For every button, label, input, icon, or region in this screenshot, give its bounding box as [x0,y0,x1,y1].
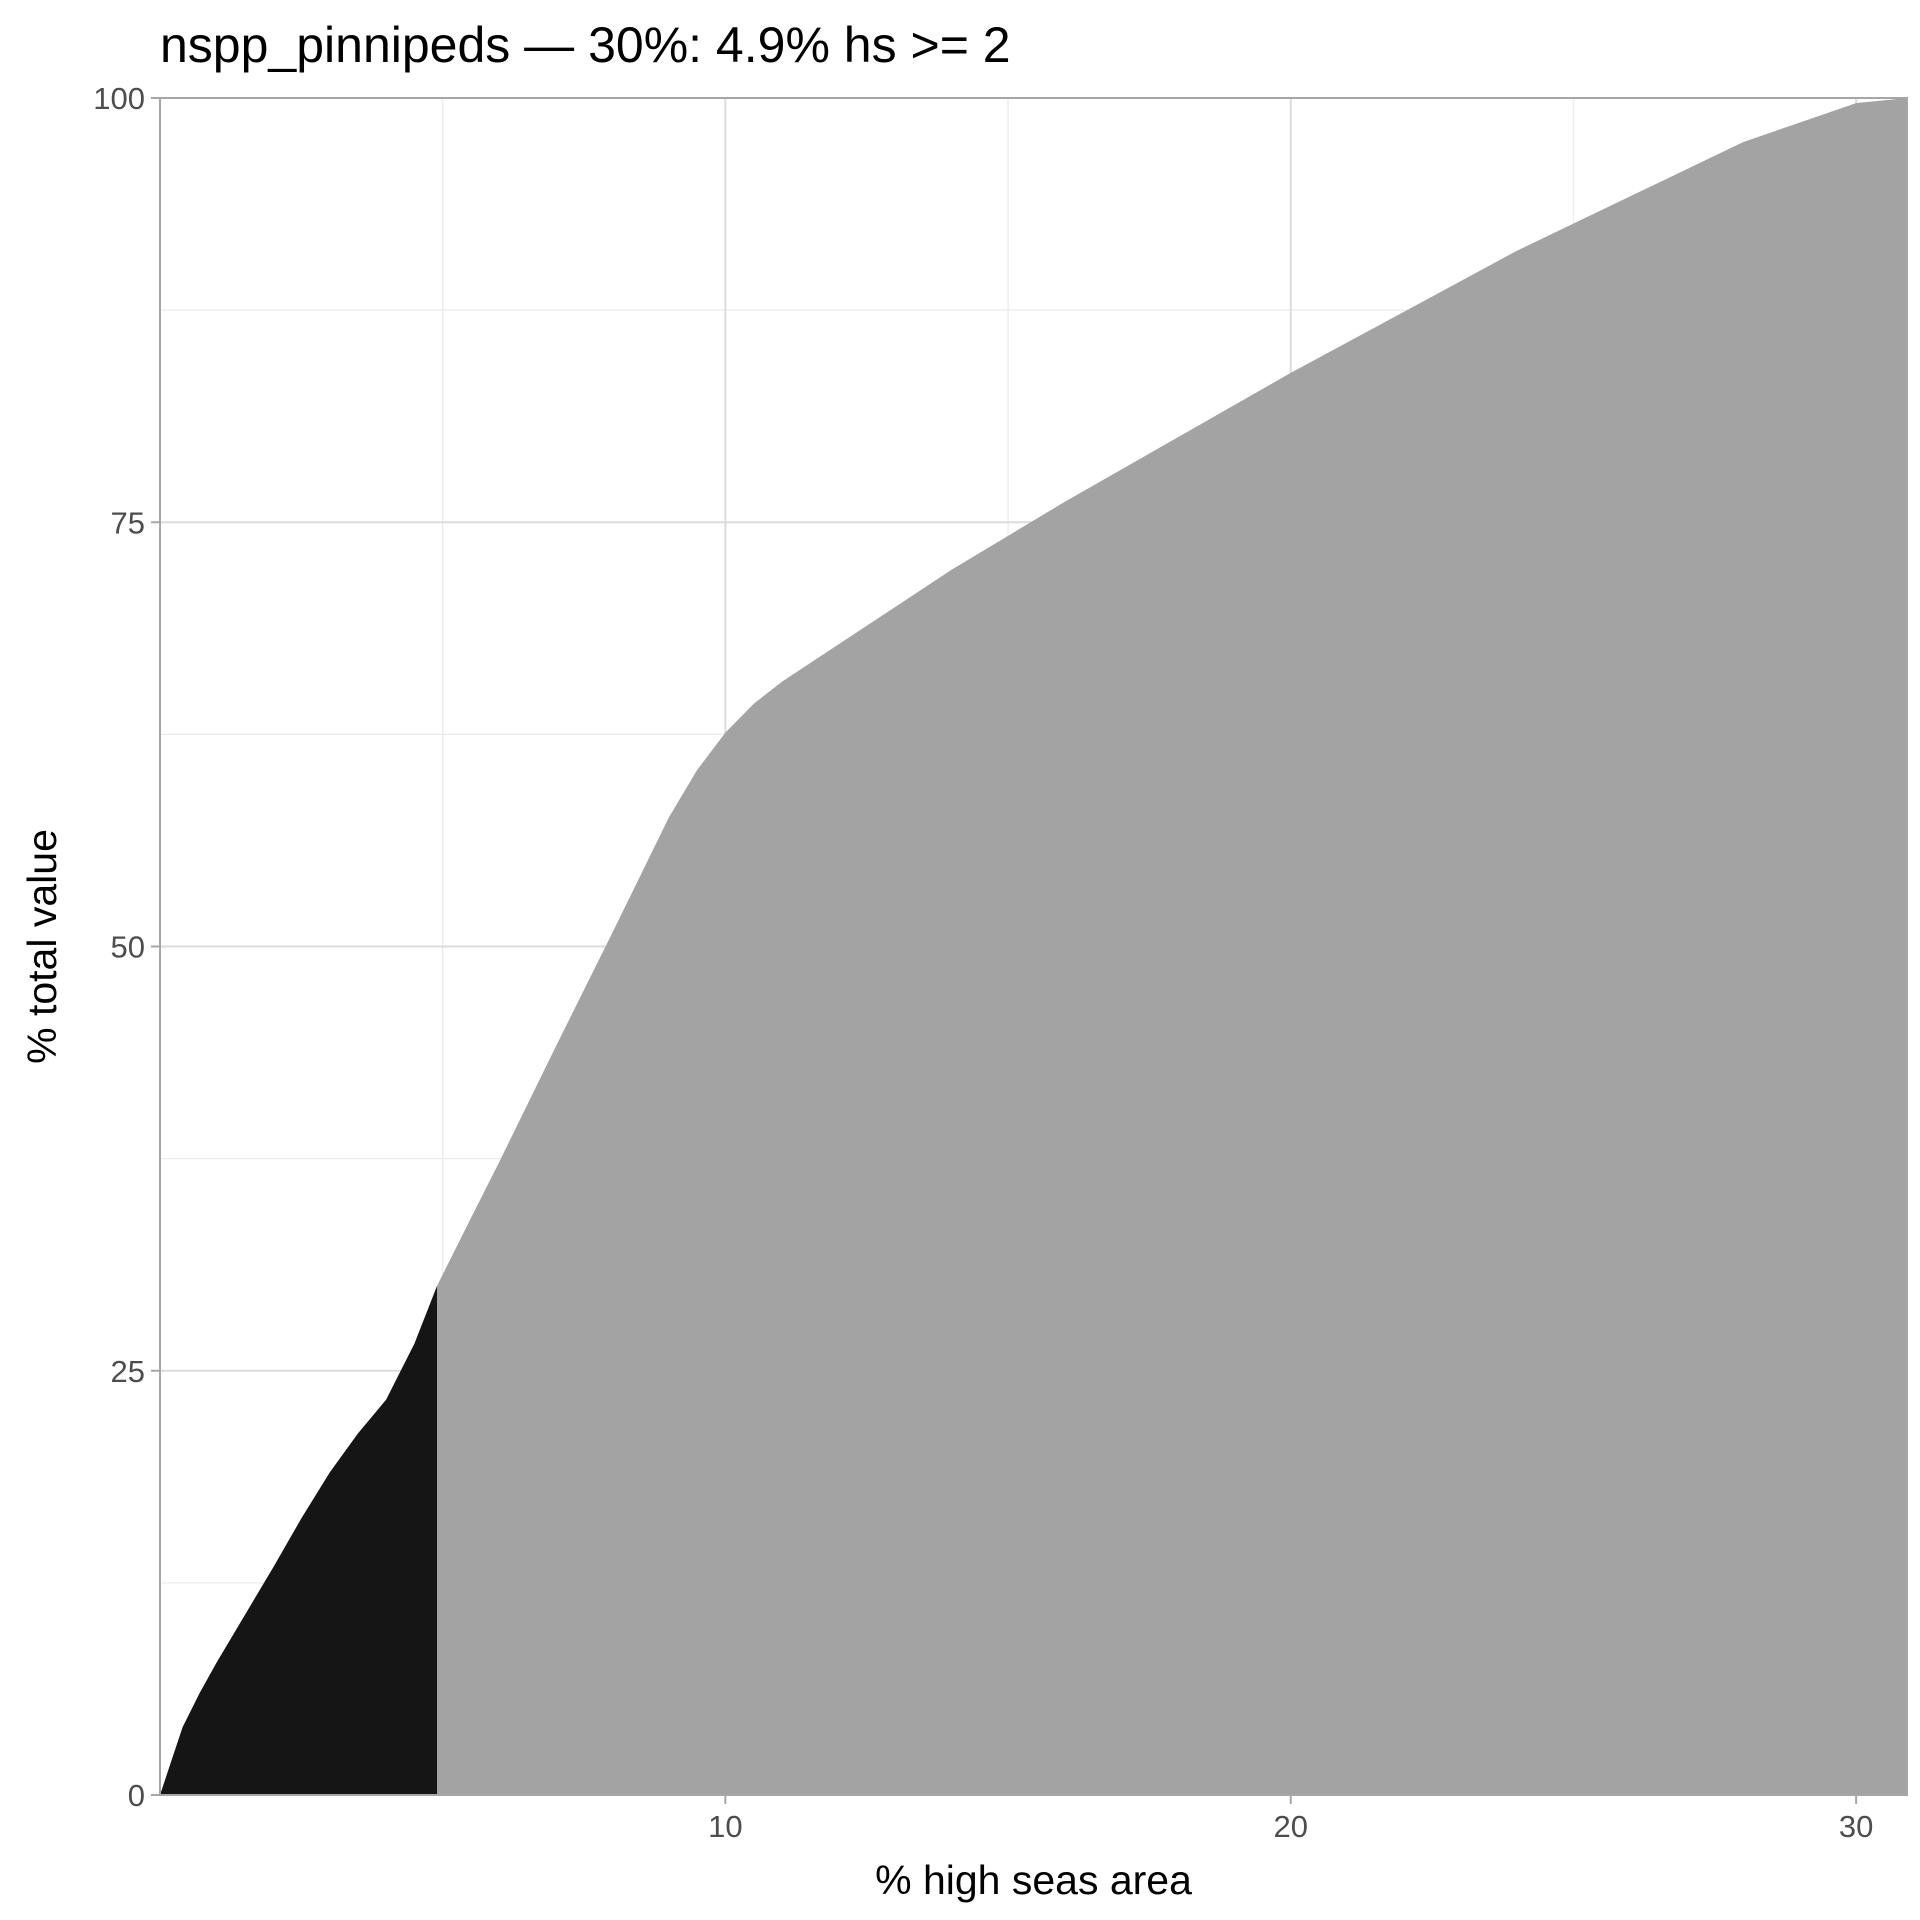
y-tick-label: 0 [128,1778,145,1813]
axis-ticks: 10 20 30 0 25 50 75 100 [93,81,1873,1844]
x-axis-title: % high seas area [875,1857,1192,1903]
y-tick-label: 75 [111,505,145,540]
x-tick-label: 10 [708,1809,742,1844]
area-remaining [437,98,1907,1795]
chart-title: nspp_pinnipeds — 30%: 4.9% hs >= 2 [160,17,1011,73]
area-series [160,98,1907,1795]
area-selected [160,1285,438,1795]
x-tick-label: 30 [1839,1809,1873,1844]
y-tick-label: 50 [111,930,145,965]
x-tick-label: 20 [1274,1809,1308,1844]
y-tick-label: 100 [93,81,145,116]
y-tick-label: 25 [111,1354,145,1389]
y-axis-title: % total value [19,829,65,1064]
